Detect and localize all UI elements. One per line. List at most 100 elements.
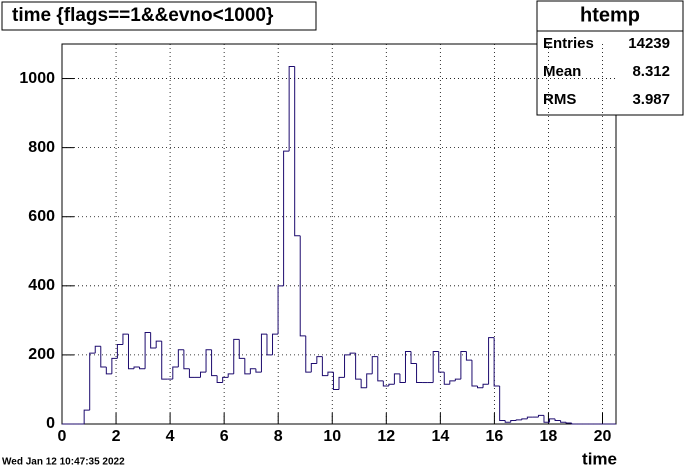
histogram-bin <box>327 371 334 376</box>
histogram-bin <box>260 333 267 373</box>
histogram-bin <box>571 422 578 425</box>
y-tick-label: 1000 <box>19 70 55 87</box>
histogram-bin <box>388 383 395 386</box>
x-tick-label: 18 <box>540 428 558 445</box>
histogram-bin <box>277 285 284 335</box>
histogram-bin <box>410 351 417 365</box>
histogram-bin <box>177 349 184 367</box>
stats-value: 3.987 <box>632 91 670 108</box>
histogram-bin <box>344 354 351 378</box>
histogram-bin <box>404 350 412 383</box>
histogram-bin <box>360 379 367 389</box>
histogram-bin <box>161 341 168 380</box>
histogram-bin <box>83 409 90 424</box>
stats-value: 8.312 <box>632 63 670 80</box>
histogram-bin <box>144 331 151 369</box>
y-tick-label: 800 <box>28 139 55 156</box>
y-tick-label: 200 <box>28 346 55 363</box>
histogram-bin <box>510 420 517 423</box>
histogram-bin <box>366 373 373 388</box>
histogram-bin <box>526 416 533 419</box>
stats-title: htemp <box>580 4 640 26</box>
histogram-bin <box>499 386 506 422</box>
histogram-bin <box>332 372 339 390</box>
histogram-bin <box>349 352 356 355</box>
histogram-bin <box>172 366 179 380</box>
histogram-bin <box>288 65 295 152</box>
histogram-bin <box>554 418 561 422</box>
stats-label: Entries <box>543 35 594 52</box>
histogram-bin <box>100 346 107 368</box>
x-tick-label: 20 <box>594 428 612 445</box>
stats-box: htemp <box>536 0 684 116</box>
histogram-bin <box>116 344 123 359</box>
histogram-bin <box>377 356 384 382</box>
histogram-bin <box>238 339 245 359</box>
histogram-bin <box>89 352 96 411</box>
histogram-bin <box>465 351 472 361</box>
x-tick-label: 4 <box>166 428 175 445</box>
histogram-bin <box>549 418 556 423</box>
histogram-bin <box>94 345 101 354</box>
histogram-bin <box>127 334 135 370</box>
histogram-bin <box>482 383 489 388</box>
histogram-bin <box>183 349 190 370</box>
histogram-bin <box>515 419 522 421</box>
histogram-bin <box>488 337 495 385</box>
histogram-bin <box>460 350 467 380</box>
histogram-bin <box>139 367 146 370</box>
timestamp: Wed Jan 12 10:47:35 2022 <box>2 457 125 468</box>
histogram-bin <box>504 420 511 423</box>
histogram-bin <box>393 373 400 385</box>
histogram-bin <box>294 66 301 237</box>
histogram-bin <box>272 333 279 355</box>
x-tick-label: 2 <box>112 428 121 445</box>
histogram-bin <box>471 360 478 387</box>
histogram-bin <box>222 376 229 383</box>
histogram-bin <box>233 338 240 374</box>
histogram-bin <box>299 235 306 337</box>
histogram-bin <box>399 373 406 384</box>
x-tick-label: 10 <box>323 428 341 445</box>
histogram-bin <box>316 356 323 364</box>
histogram-bin <box>133 366 140 369</box>
histogram-bin <box>543 415 550 423</box>
histogram-bin <box>565 422 572 424</box>
histogram-bin <box>283 150 290 286</box>
histogram-bin <box>355 353 362 380</box>
histogram-bin <box>416 363 423 384</box>
histogram-bin <box>449 380 456 385</box>
x-tick-label: 8 <box>274 428 283 445</box>
histogram-bin <box>371 356 378 374</box>
histogram-bin <box>310 363 317 373</box>
y-tick-label: 400 <box>28 277 55 294</box>
histogram-bin <box>200 371 207 378</box>
x-tick-label: 12 <box>377 428 395 445</box>
histogram-bin <box>227 373 234 378</box>
x-tick-label: 6 <box>220 428 229 445</box>
histogram-bin <box>244 358 251 375</box>
histogram-bin <box>305 335 312 373</box>
histogram-bin <box>255 368 262 373</box>
histogram-bin <box>432 350 439 383</box>
y-tick-label: 0 <box>46 415 55 432</box>
x-tick-label: 14 <box>431 428 449 445</box>
histogram-bin <box>211 349 218 377</box>
histogram-bin <box>521 418 528 420</box>
histogram-bin <box>266 334 273 356</box>
histogram-bin <box>150 332 157 349</box>
stats-frame <box>536 0 684 116</box>
histogram-bin <box>155 340 162 348</box>
x-axis-label: time <box>582 449 617 468</box>
histogram-bin <box>321 356 328 377</box>
x-tick-label: 16 <box>485 428 503 445</box>
histogram-bin <box>537 414 544 418</box>
histogram-bin <box>382 380 389 387</box>
x-tick-label: 0 <box>58 428 67 445</box>
histogram-bin <box>493 337 500 387</box>
y-tick-label: 600 <box>28 208 55 225</box>
histogram-bin <box>249 368 256 374</box>
histogram-bin <box>188 368 195 378</box>
histogram-bin <box>443 372 450 385</box>
